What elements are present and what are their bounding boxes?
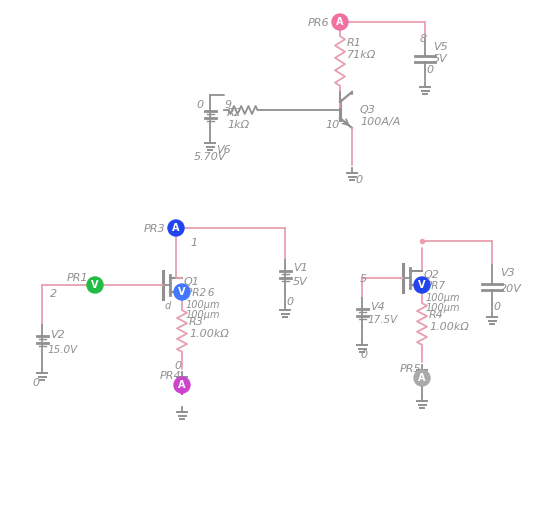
Text: V2: V2 [50, 330, 65, 340]
Text: 17.5V: 17.5V [367, 315, 397, 325]
Text: 20V: 20V [500, 284, 522, 294]
Text: 15.0V: 15.0V [47, 345, 77, 355]
Text: 100μm: 100μm [186, 310, 220, 320]
Text: 5V: 5V [433, 54, 448, 64]
Circle shape [332, 14, 348, 30]
Text: Q1: Q1 [184, 277, 200, 287]
Text: 0: 0 [493, 302, 500, 312]
Text: 1.00kΩ: 1.00kΩ [189, 329, 229, 339]
Text: PR4: PR4 [160, 371, 182, 381]
Text: PR7: PR7 [426, 281, 446, 291]
Text: V3: V3 [500, 268, 515, 278]
Text: V4: V4 [370, 302, 384, 312]
Text: 1.00kΩ: 1.00kΩ [429, 322, 469, 332]
Text: 1: 1 [190, 238, 197, 248]
Text: 0: 0 [196, 100, 203, 110]
Text: d: d [165, 301, 171, 311]
Text: PR2 6: PR2 6 [186, 288, 214, 298]
Circle shape [174, 377, 190, 393]
Text: V: V [178, 287, 186, 297]
Text: 9: 9 [225, 100, 232, 110]
Text: 0: 0 [426, 65, 433, 75]
Text: 100μm: 100μm [426, 293, 460, 303]
Text: 10: 10 [325, 120, 339, 130]
Text: PR5: PR5 [400, 364, 422, 374]
Text: 5: 5 [360, 274, 367, 284]
Text: 2: 2 [50, 289, 57, 299]
Text: Q2: Q2 [424, 270, 440, 280]
Text: V6: V6 [216, 145, 231, 155]
Text: PR1: PR1 [67, 273, 89, 283]
Text: A: A [178, 380, 186, 390]
Text: V5: V5 [433, 42, 448, 52]
Text: R1: R1 [347, 38, 362, 48]
Circle shape [414, 277, 430, 293]
Text: 0: 0 [174, 361, 181, 371]
Text: PR3: PR3 [144, 224, 166, 234]
Text: R3: R3 [189, 317, 204, 327]
Circle shape [174, 284, 190, 300]
Text: V1: V1 [293, 263, 308, 273]
Circle shape [414, 370, 430, 386]
Text: PR6: PR6 [308, 18, 330, 28]
Text: R4: R4 [429, 310, 444, 320]
Text: 100μm: 100μm [426, 303, 460, 313]
Text: 0: 0 [360, 350, 367, 360]
Text: R2: R2 [227, 108, 242, 118]
Text: 1kΩ: 1kΩ [227, 120, 249, 130]
Text: A: A [336, 17, 343, 27]
Text: Q3: Q3 [360, 105, 376, 115]
Text: V: V [91, 280, 99, 290]
Circle shape [168, 220, 184, 236]
Text: A: A [418, 373, 426, 383]
Text: 8: 8 [420, 34, 427, 44]
Text: 71kΩ: 71kΩ [347, 50, 376, 60]
Text: 0: 0 [355, 175, 362, 185]
Text: 5.70V: 5.70V [194, 152, 227, 162]
Text: 5V: 5V [293, 277, 308, 287]
Text: 100μm: 100μm [186, 300, 220, 310]
Text: 0: 0 [32, 378, 39, 388]
Text: A: A [172, 223, 179, 233]
Text: V: V [418, 280, 426, 290]
Text: 100A/A: 100A/A [360, 117, 401, 127]
Text: 0: 0 [286, 297, 293, 307]
Circle shape [87, 277, 103, 293]
